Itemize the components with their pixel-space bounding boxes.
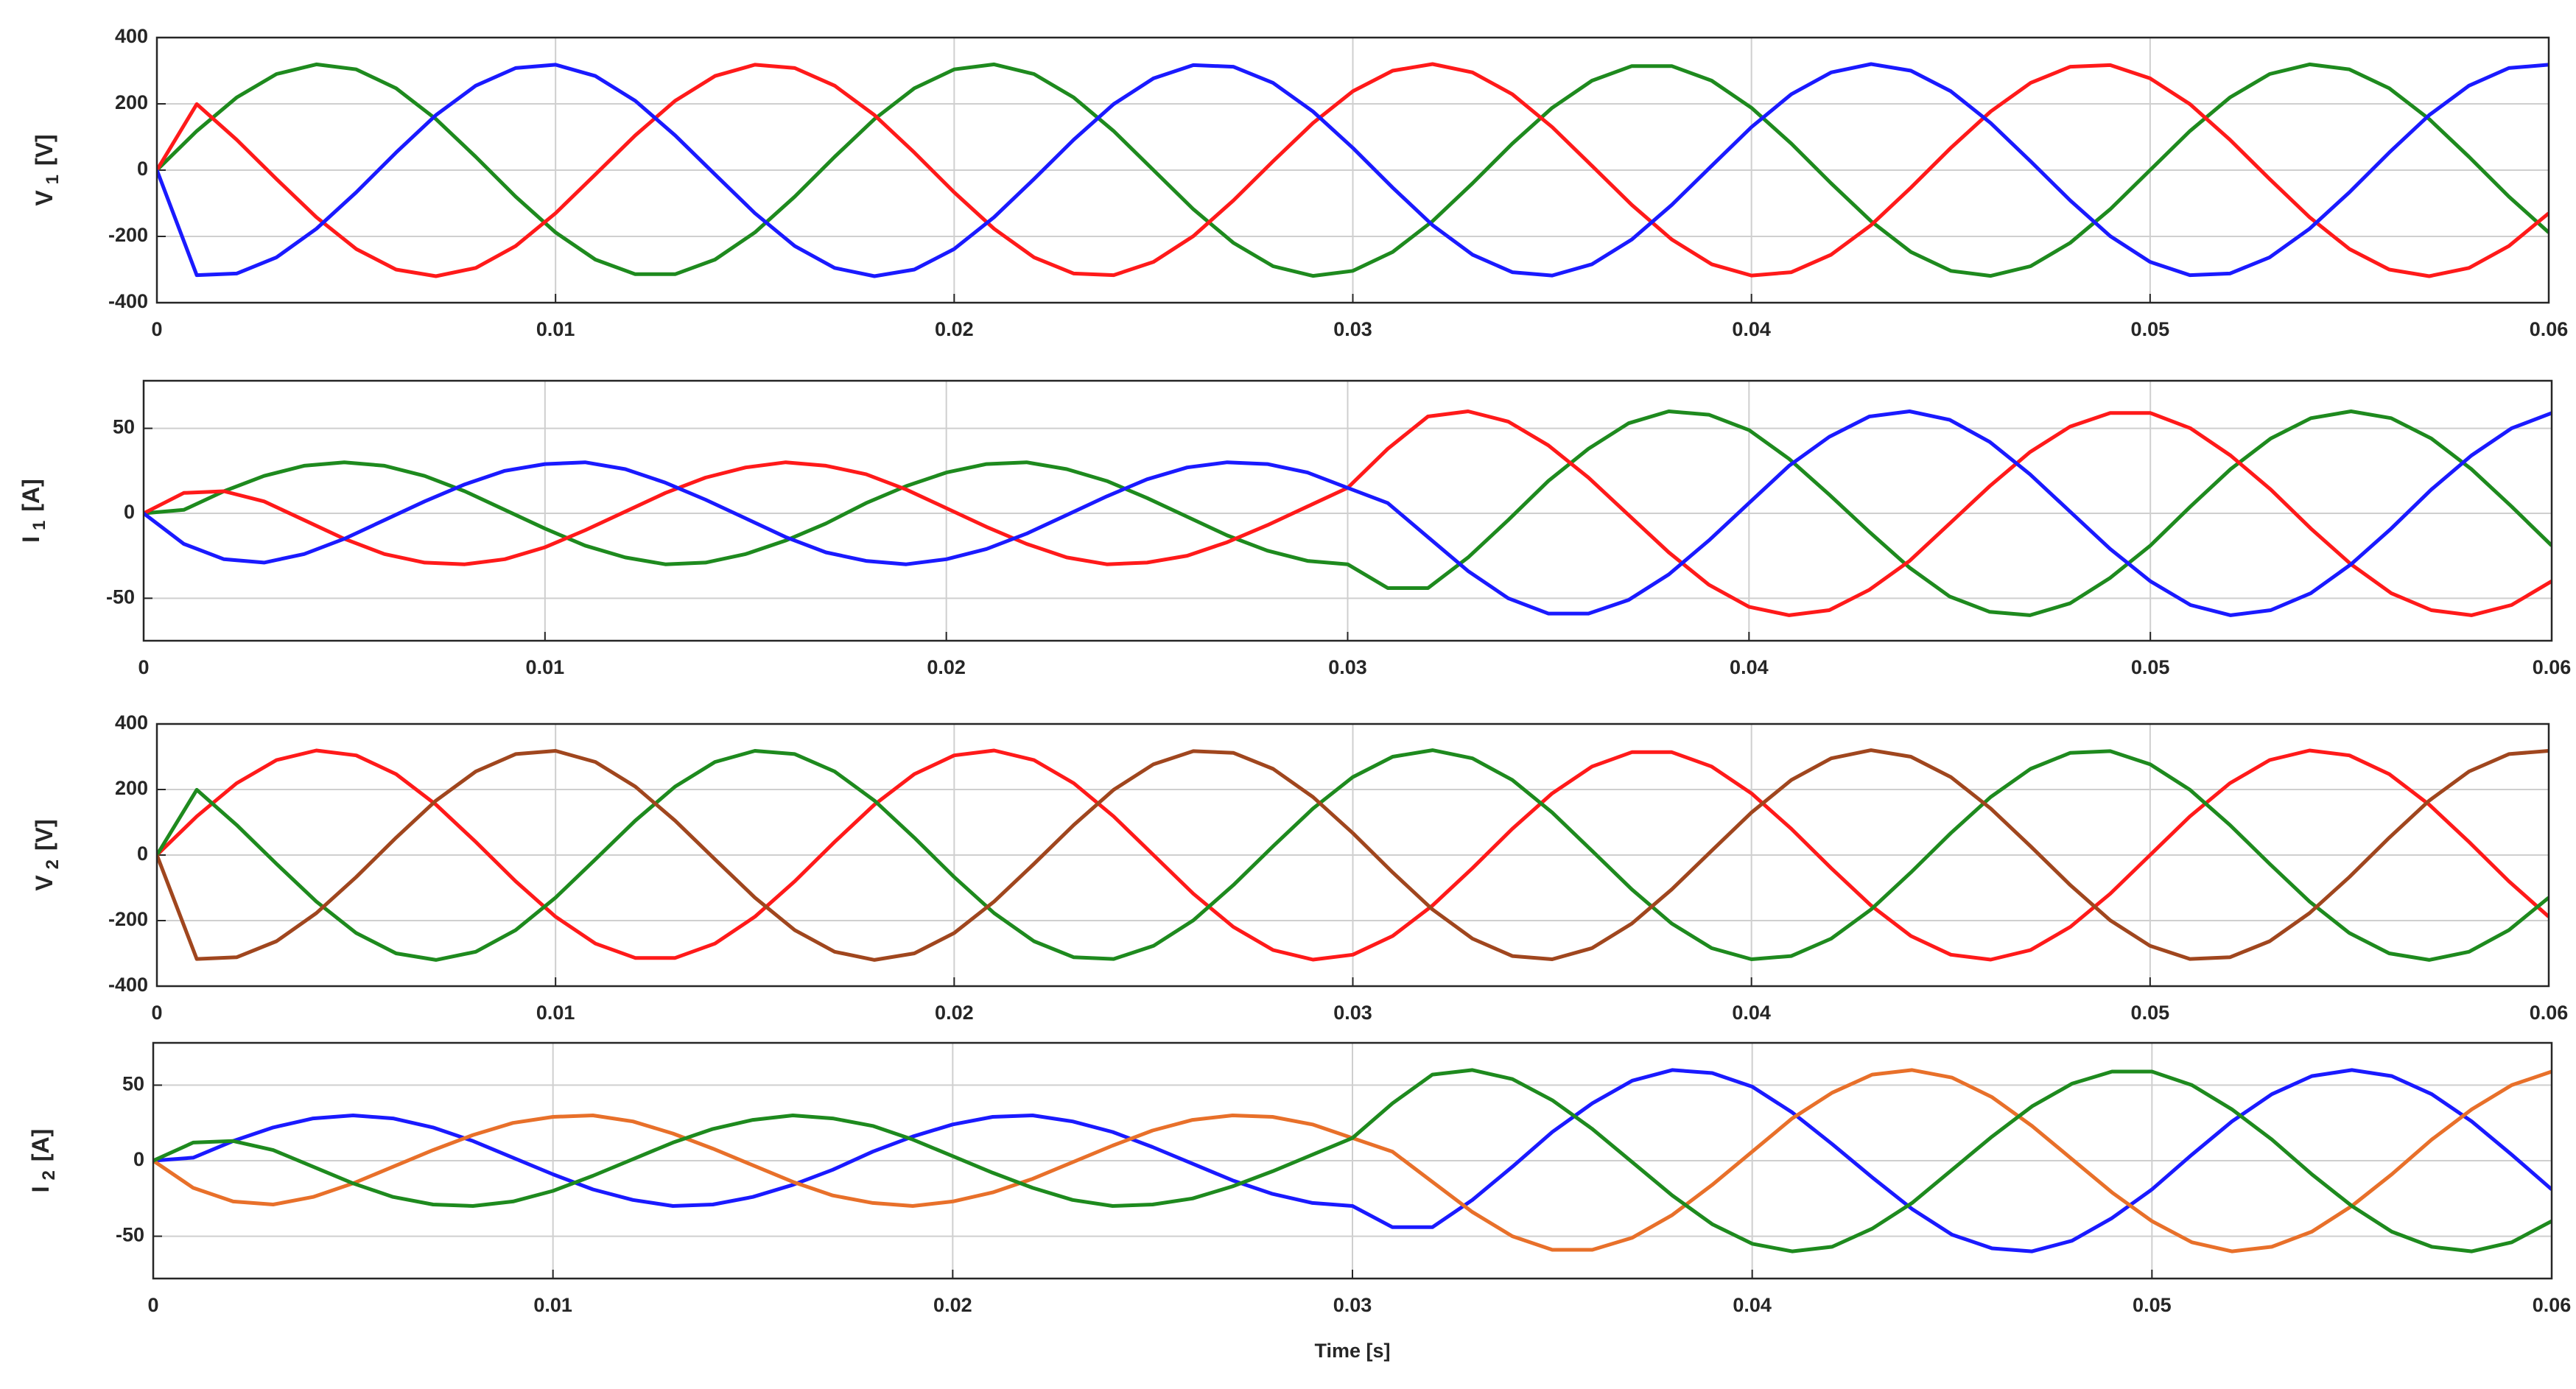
y-tick-label: -400: [108, 290, 148, 312]
y-label-symbol: I: [27, 1186, 54, 1192]
y-tick-label: 200: [115, 91, 148, 113]
x-tick-label: 0.03: [1333, 1002, 1372, 1024]
subplot: 0 0.01 0.02 0.03 0.04 0.05 0.06 -50 0 50 I 2 [A] Time…: [27, 1041, 2572, 1362]
y-axis-label: I 2 [A]: [27, 1129, 59, 1193]
x-axis-label: Time [s]: [1314, 1340, 1390, 1362]
x-tick-label: 0.03: [1333, 318, 1372, 340]
y-label-unit: [V]: [31, 819, 57, 851]
x-tick-label: 0.01: [536, 1002, 575, 1024]
x-tick-label: 0.06: [2533, 1294, 2572, 1316]
x-tick-label: 0.03: [1328, 656, 1367, 678]
axes-frame: [155, 722, 2550, 988]
x-tick-label: 0: [151, 1002, 162, 1024]
y-label-subscript: 1: [43, 175, 63, 184]
axes-frame: [155, 36, 2550, 304]
y-label-symbol: V: [31, 190, 57, 206]
y-label-symbol: V: [31, 875, 57, 891]
series-line: [153, 1068, 2552, 1253]
x-tick-label: 0.06: [2530, 1002, 2569, 1024]
series-line: [157, 62, 2549, 278]
x-tick-label: 0.04: [1733, 1294, 1772, 1316]
series-line: [144, 409, 2552, 617]
subplot: 0 0.01 0.02 0.03 0.04 0.05 0.06 -50 0 50 I 1 [A]: [18, 379, 2572, 678]
y-tick-label: 200: [115, 777, 148, 799]
series-line: [153, 1068, 2552, 1253]
y-tick-label: -200: [108, 224, 148, 246]
x-tick-label: 0.06: [2533, 656, 2572, 678]
y-tick-label: -50: [116, 1224, 144, 1246]
x-tick-label: 0.01: [533, 1294, 572, 1316]
y-tick-label: -400: [108, 974, 148, 996]
y-label-unit: [A]: [27, 1129, 54, 1161]
y-label-subscript: 2: [43, 859, 63, 869]
series-line: [157, 62, 2549, 278]
y-tick-label: 50: [113, 416, 135, 438]
y-tick-label: 50: [122, 1073, 144, 1095]
x-tick-label: 0.05: [2131, 1002, 2170, 1024]
x-tick-label: 0.02: [935, 1002, 974, 1024]
series-line: [157, 62, 2549, 278]
subplot: 0 0.01 0.02 0.03 0.04 0.05 0.06 -400 -200 0 200 400…: [31, 711, 2568, 1024]
y-label-unit: [V]: [31, 134, 57, 166]
y-label-symbol: I: [18, 536, 44, 543]
y-label-subscript: 2: [39, 1170, 59, 1180]
y-tick-label: 0: [124, 501, 135, 523]
series-line: [157, 748, 2549, 962]
x-tick-label: 0: [151, 318, 162, 340]
x-tick-label: 0.05: [2133, 1294, 2172, 1316]
subplot: 0 0.01 0.02 0.03 0.04 0.05 0.06 -400 -200 0 200 400…: [31, 25, 2568, 340]
y-tick-label: -50: [106, 586, 135, 608]
x-tick-label: 0.06: [2530, 318, 2569, 340]
x-tick-label: 0.03: [1333, 1294, 1372, 1316]
series-line: [157, 748, 2549, 962]
x-tick-label: 0.05: [2131, 656, 2170, 678]
x-tick-label: 0: [138, 656, 149, 678]
y-tick-label: 400: [115, 711, 148, 734]
x-tick-label: 0.04: [1730, 656, 1769, 678]
y-tick-label: 0: [137, 843, 148, 865]
y-label-unit: [A]: [18, 479, 44, 511]
y-axis-label: V 1 [V]: [31, 134, 63, 205]
y-label-subscript: 1: [29, 521, 49, 530]
x-tick-label: 0.02: [927, 656, 966, 678]
y-tick-label: 0: [137, 158, 148, 180]
x-tick-label: 0.05: [2131, 318, 2170, 340]
x-tick-label: 0.02: [933, 1294, 972, 1316]
y-tick-label: 400: [115, 25, 148, 47]
x-tick-label: 0.01: [536, 318, 575, 340]
y-axis-label: V 2 [V]: [31, 819, 63, 890]
y-tick-label: -200: [108, 908, 148, 930]
axes-frame: [142, 379, 2553, 642]
x-tick-label: 0.04: [1732, 318, 1771, 340]
axes-frame: [152, 1041, 2553, 1280]
x-tick-label: 0.04: [1732, 1002, 1771, 1024]
series-line: [144, 409, 2552, 617]
x-tick-label: 0.02: [935, 318, 974, 340]
series-line: [157, 748, 2549, 962]
x-tick-label: 0.01: [526, 656, 565, 678]
x-tick-label: 0: [147, 1294, 158, 1316]
y-axis-label: I 1 [A]: [18, 479, 49, 543]
y-tick-label: 0: [133, 1148, 144, 1170]
